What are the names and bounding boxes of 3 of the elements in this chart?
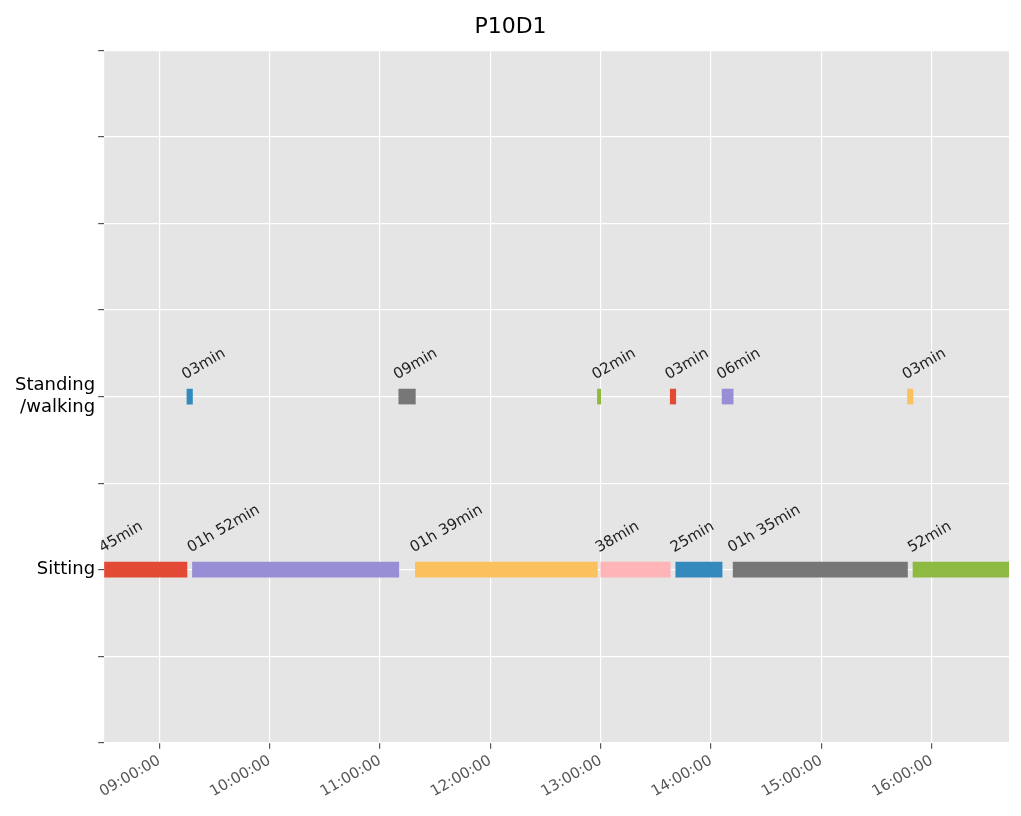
y-tick-label: Sitting <box>36 557 96 579</box>
y-tick-label: Standing /walking <box>15 373 96 417</box>
chart-title: P10D1 <box>474 12 547 38</box>
